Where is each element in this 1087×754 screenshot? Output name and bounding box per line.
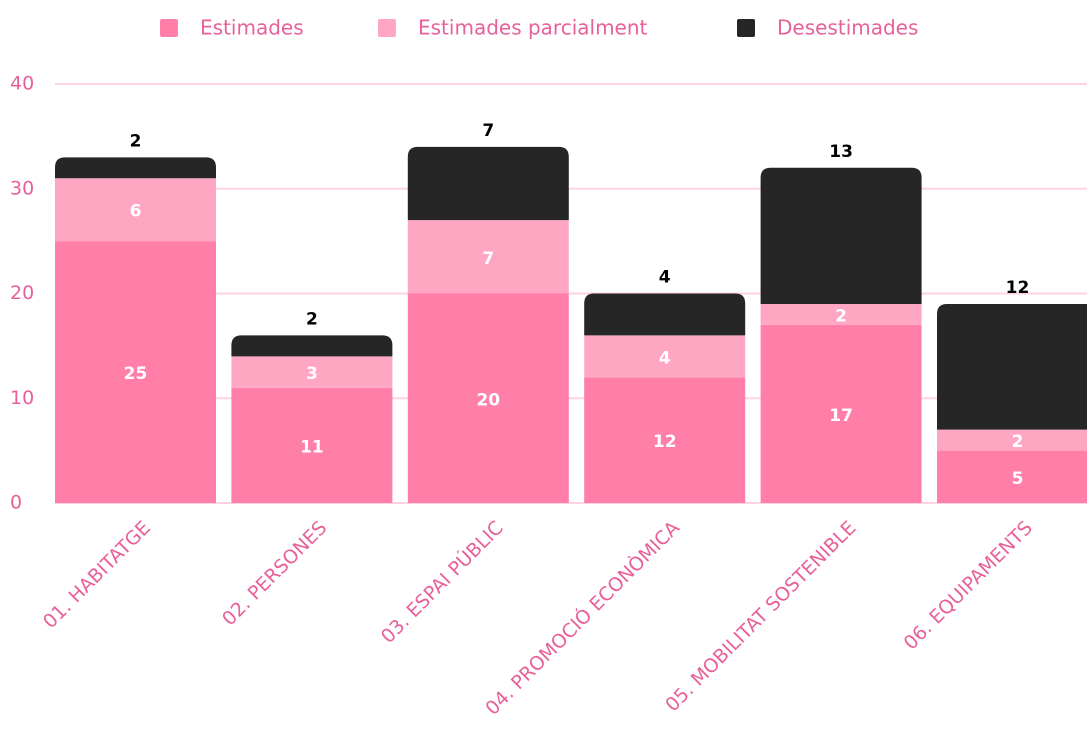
bar-segment — [584, 335, 746, 378]
bar-segment — [937, 429, 1087, 451]
y-tick-label: 20 — [10, 282, 34, 304]
bar-segment — [231, 387, 393, 503]
value-label: 3 — [306, 364, 318, 384]
value-label: 2 — [1012, 432, 1024, 452]
bar-segment — [407, 146, 569, 221]
legend-label: Desestimades — [777, 16, 918, 40]
x-tick-label: 02. PERSONES — [218, 517, 331, 630]
bar-segment — [231, 335, 393, 357]
value-label: 2 — [130, 131, 142, 151]
value-label: 6 — [130, 202, 142, 222]
y-tick-label: 0 — [10, 492, 22, 514]
bar-segment — [937, 450, 1087, 503]
bar-segment — [760, 167, 922, 304]
value-label: 7 — [482, 121, 494, 141]
x-tick-label: 04. PROMOCIÓ ECONÒMICA — [480, 515, 684, 719]
value-label: 12 — [653, 432, 677, 452]
value-label: 2 — [835, 306, 847, 326]
x-tick-label: 03. ESPAI PÚBLIC — [375, 515, 507, 647]
value-label: 13 — [829, 142, 853, 162]
y-tick-label: 40 — [10, 73, 34, 95]
value-label: 4 — [659, 348, 671, 368]
bar-segment — [55, 178, 216, 242]
bar-segment — [55, 157, 216, 179]
legend-swatch — [378, 19, 396, 37]
value-label: 11 — [300, 437, 324, 457]
x-tick-label: 05. MOBILITAT SOSTENIBLE — [661, 517, 860, 716]
legend-label: Estimades parcialment — [418, 16, 648, 40]
value-label: 20 — [476, 390, 500, 410]
bar-segment — [760, 303, 922, 325]
bar-segment — [231, 356, 393, 388]
bar-segment — [407, 293, 569, 503]
y-tick-label: 30 — [10, 177, 34, 199]
bar-segment — [760, 324, 922, 503]
bar-segment — [584, 293, 746, 336]
value-label: 5 — [1012, 469, 1024, 489]
value-label: 25 — [124, 364, 148, 384]
value-label: 7 — [482, 249, 494, 269]
bar-segment — [584, 377, 746, 503]
bar-segment — [407, 220, 569, 294]
value-label: 12 — [1006, 278, 1030, 298]
bar-segment — [55, 241, 216, 503]
y-tick-label: 10 — [10, 387, 34, 409]
value-label: 4 — [659, 268, 671, 288]
x-tick-label: 06. EQUIPAMENTS — [900, 517, 1037, 654]
legend-swatch — [737, 19, 755, 37]
value-label: 17 — [829, 406, 853, 426]
x-tick-label: 01. HABITATGE — [39, 517, 155, 633]
bar-segment — [937, 303, 1087, 430]
legend-label: Estimades — [200, 16, 304, 40]
legend-swatch — [160, 19, 178, 37]
value-label: 2 — [306, 309, 318, 329]
